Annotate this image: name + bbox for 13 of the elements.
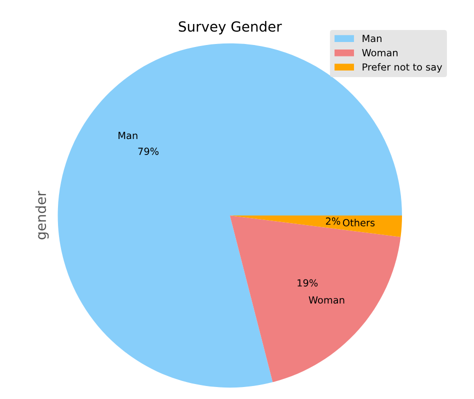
legend-label: Man bbox=[362, 34, 382, 42]
data-label: 2% bbox=[326, 217, 340, 225]
pie-slice bbox=[230, 215, 401, 382]
data-label: 79% bbox=[138, 148, 159, 155]
slice-label: Man bbox=[118, 132, 138, 140]
legend-label: Woman bbox=[362, 49, 398, 56]
chart-title: Survey Gender bbox=[178, 21, 282, 34]
legend-label: Prefer not to say bbox=[362, 63, 442, 73]
text: gender bbox=[35, 190, 49, 240]
slice-label: Woman bbox=[308, 296, 344, 304]
text: Others bbox=[342, 218, 375, 226]
data-label: 19% bbox=[298, 279, 318, 287]
pie-slice bbox=[230, 215, 402, 238]
